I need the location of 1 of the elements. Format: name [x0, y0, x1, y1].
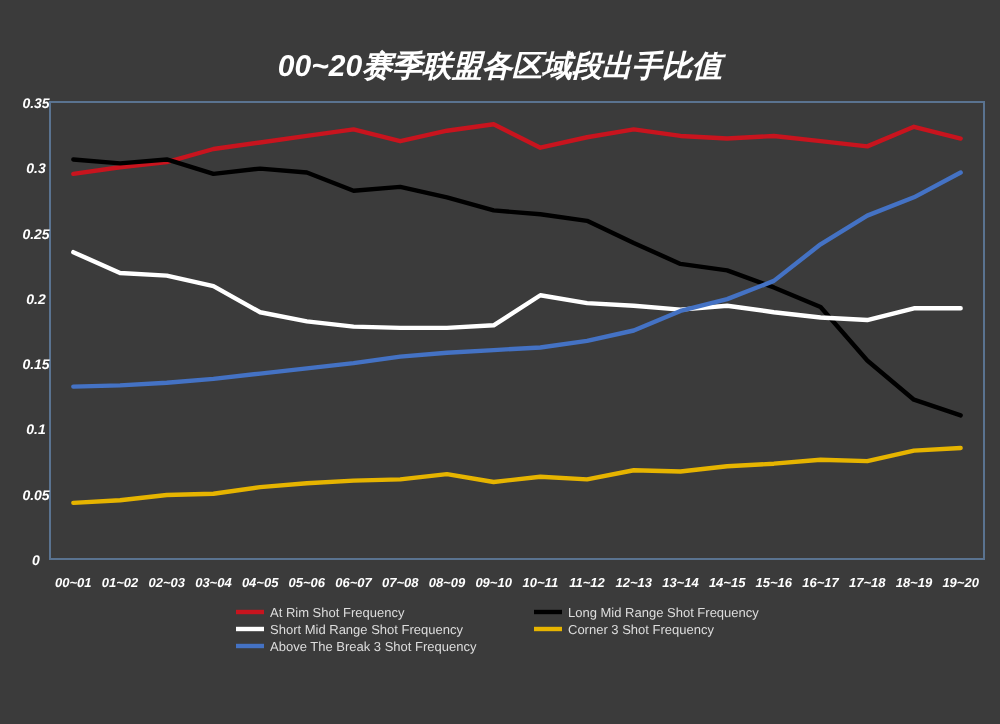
title: 00~20赛季联盟各区域段出手比值	[277, 50, 723, 84]
